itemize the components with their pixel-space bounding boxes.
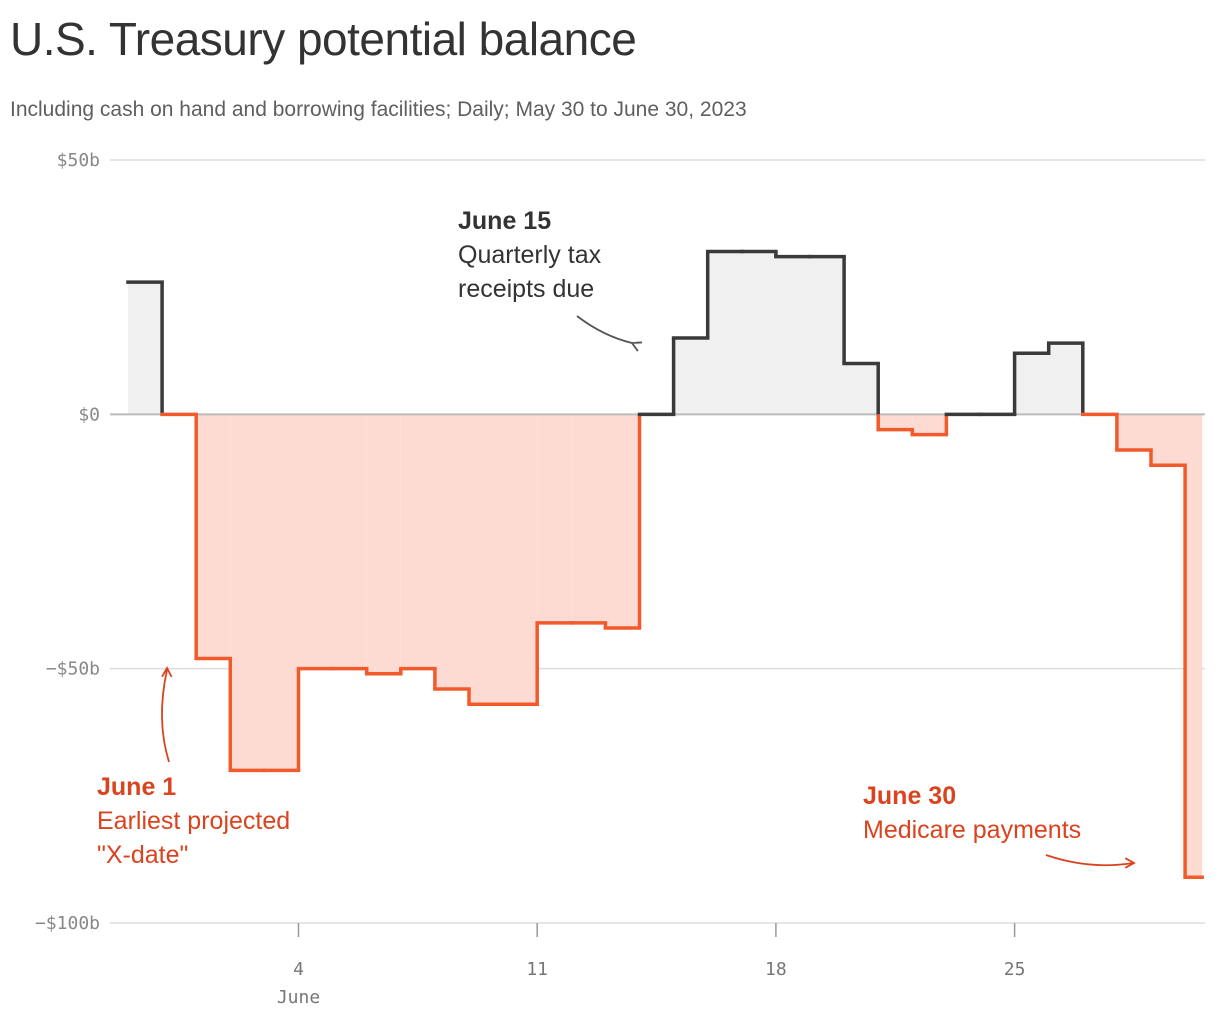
x-axis-month-label: June <box>277 987 320 1008</box>
x-tick-label: 25 <box>1004 959 1026 980</box>
area-fill-day <box>264 414 299 771</box>
annotation-heading: June 1 <box>97 773 176 801</box>
area-fill-day <box>1151 414 1186 466</box>
annotation-text: Earliest projected <box>97 807 290 835</box>
area-fill-day <box>469 414 504 705</box>
area-fill-day <box>298 414 333 669</box>
area-fill-day <box>912 414 947 435</box>
annotation-heading: June 30 <box>863 782 956 810</box>
annotations: June 15 Quarterly tax receipts due June 1 Ea… <box>97 207 1136 869</box>
y-tick-label: −$50b <box>46 659 100 680</box>
area-fill-day <box>878 414 913 430</box>
annotation-arrow <box>576 315 633 344</box>
area-fill-day <box>707 251 742 415</box>
area-fill-day <box>844 363 879 415</box>
axis-ticks: 4 11 18 25 June <box>277 923 1026 1008</box>
area-fill-day <box>1048 343 1083 415</box>
annotation-text: receipts due <box>458 275 594 303</box>
x-tick-label: 18 <box>765 959 787 980</box>
annotation-arrowhead <box>161 666 173 678</box>
area-fill-day <box>230 414 265 771</box>
chart-title: U.S. Treasury potential balance <box>10 13 637 65</box>
area-fill-day <box>434 414 469 690</box>
y-tick-label: −$100b <box>35 913 100 934</box>
area-fill-day <box>503 414 538 705</box>
area-fill-day <box>366 414 401 674</box>
y-tick-label: $50b <box>57 150 100 171</box>
annotation-text: "X-date" <box>97 841 188 869</box>
area-fill-day <box>605 414 640 628</box>
area-fills <box>128 251 1203 878</box>
x-tick-label: 4 <box>293 959 304 980</box>
annotation-text: Medicare payments <box>863 816 1081 844</box>
annotation-arrowhead <box>630 341 643 352</box>
area-fill-day <box>810 256 845 415</box>
area-fill-day <box>673 338 708 415</box>
area-fill-day <box>571 414 606 623</box>
area-fill-day <box>400 414 435 669</box>
gridlines: $50b $0 −$50b −$100b <box>35 150 1205 934</box>
annotation-arrow <box>1045 854 1134 867</box>
series-lines <box>126 249 1204 879</box>
x-tick-label: 11 <box>526 959 548 980</box>
chart-subtitle: Including cash on hand and borrowing fac… <box>10 98 747 121</box>
area-fill-day <box>332 414 367 669</box>
area-fill-day <box>741 251 776 415</box>
annotation-arrowhead <box>1124 857 1136 869</box>
area-fill-day <box>128 282 163 415</box>
annotation-text: Quarterly tax <box>458 241 602 269</box>
annotation-heading: June 15 <box>458 207 551 235</box>
y-tick-label: $0 <box>78 404 100 425</box>
area-fill-day <box>775 256 810 415</box>
area-fill-day <box>196 414 231 659</box>
annotation-arrow <box>161 669 170 763</box>
area-fill-day <box>1185 414 1203 878</box>
area-fill-day <box>537 414 572 623</box>
area-fill-day <box>1116 414 1151 450</box>
area-fill-day <box>1014 353 1049 415</box>
